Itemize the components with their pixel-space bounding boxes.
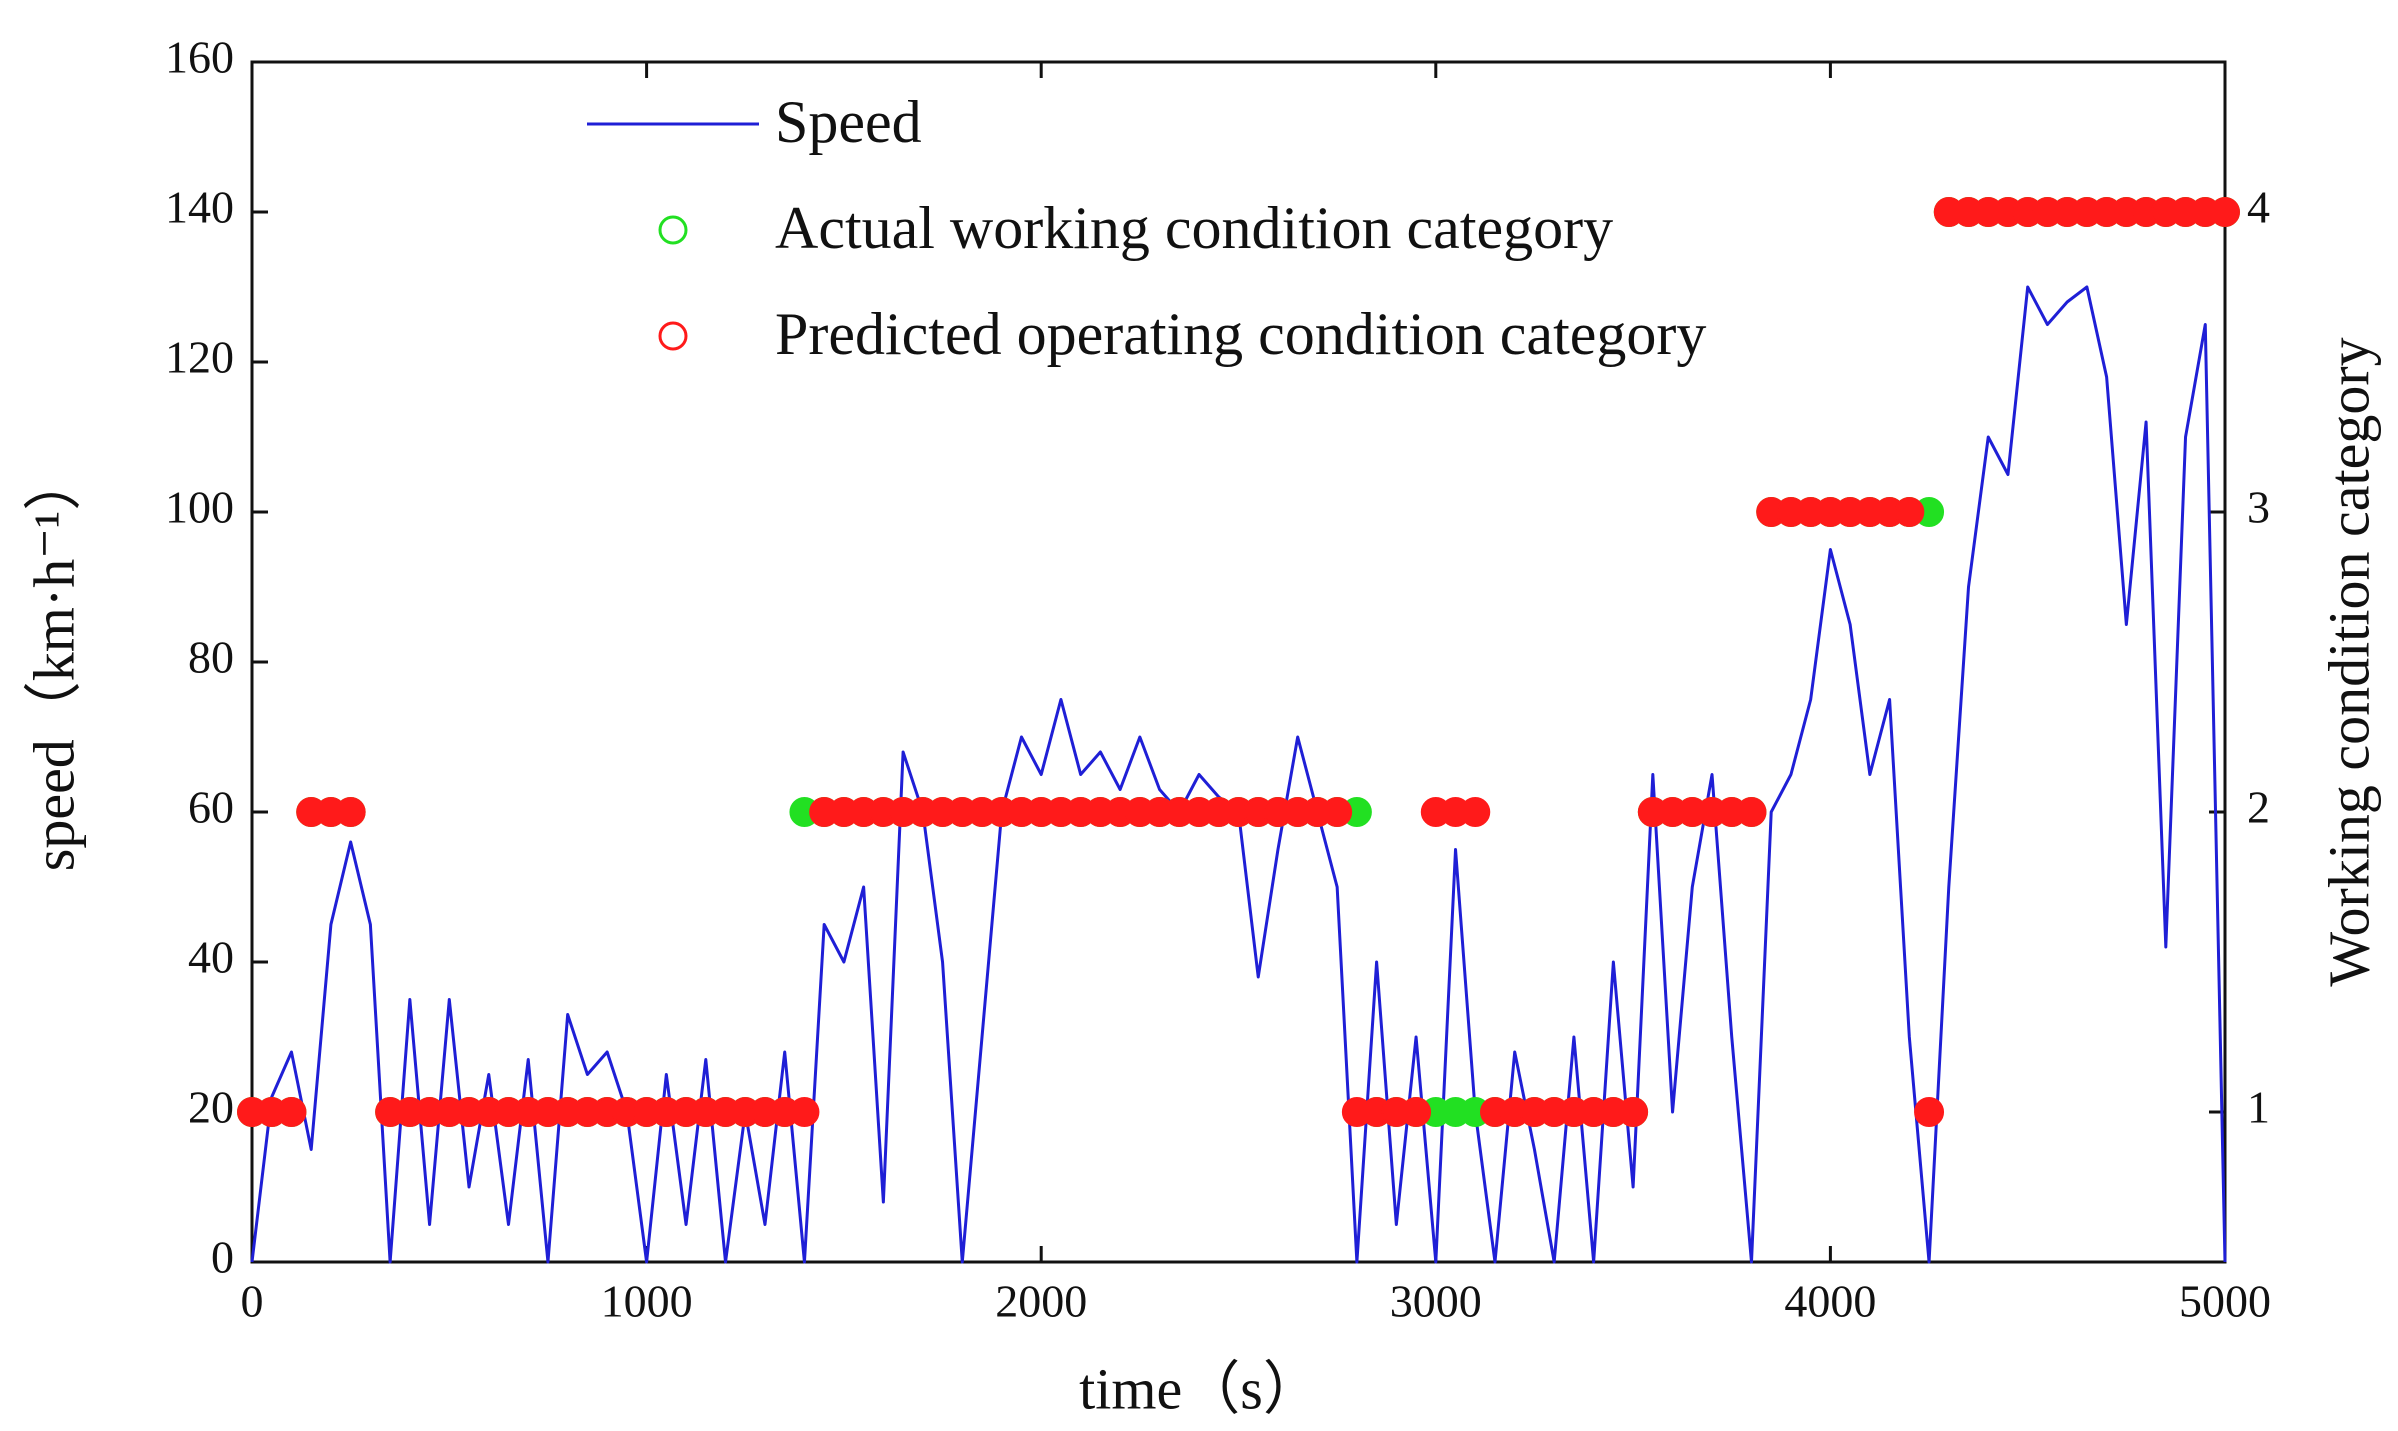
y-tick-label: 80 <box>188 632 234 683</box>
category-marker <box>1736 797 1767 827</box>
category-marker <box>789 1097 820 1127</box>
y-tick-label: 40 <box>188 932 234 983</box>
x-tick-label: 1000 <box>601 1276 693 1327</box>
legend-label: Speed <box>775 89 922 155</box>
y-tick-label: 0 <box>211 1232 234 1283</box>
x-axis-label: time（s） <box>1079 1356 1321 1421</box>
y2-tick-label: 3 <box>2247 482 2270 533</box>
category-marker <box>2210 197 2240 227</box>
category-marker <box>1322 797 1353 827</box>
y2-tick-label: 2 <box>2247 782 2270 833</box>
y-tick-label: 60 <box>188 782 234 833</box>
legend-marker <box>658 215 688 245</box>
category-marker <box>1401 1097 1432 1127</box>
legend-label: Actual working condition category <box>775 195 1613 261</box>
category-marker <box>1460 797 1491 827</box>
x-tick-label: 4000 <box>1784 1276 1876 1327</box>
y2-tick-label: 1 <box>2247 1082 2270 1133</box>
y-tick-label: 160 <box>165 32 234 83</box>
legend-marker <box>658 321 688 351</box>
category-marker <box>276 1097 307 1127</box>
y2-axis-label: Working condition category <box>2316 337 2381 986</box>
y-tick-label: 140 <box>165 182 234 233</box>
category-marker <box>1914 1097 1945 1127</box>
y-tick-label: 100 <box>165 482 234 533</box>
x-tick-label: 3000 <box>1390 1276 1482 1327</box>
category-marker <box>1894 497 1925 527</box>
category-marker <box>1618 1097 1649 1127</box>
category-marker <box>335 797 366 827</box>
x-tick-label: 2000 <box>995 1276 1087 1327</box>
y-tick-label: 20 <box>188 1082 234 1133</box>
y-axis-label: speed（km·h⁻¹） <box>21 453 86 872</box>
x-tick-label: 5000 <box>2179 1276 2271 1327</box>
x-tick-label: 0 <box>241 1276 264 1327</box>
y2-tick-label: 4 <box>2247 182 2270 233</box>
legend-label: Predicted operating condition category <box>775 301 1706 367</box>
y-tick-label: 120 <box>165 332 234 383</box>
